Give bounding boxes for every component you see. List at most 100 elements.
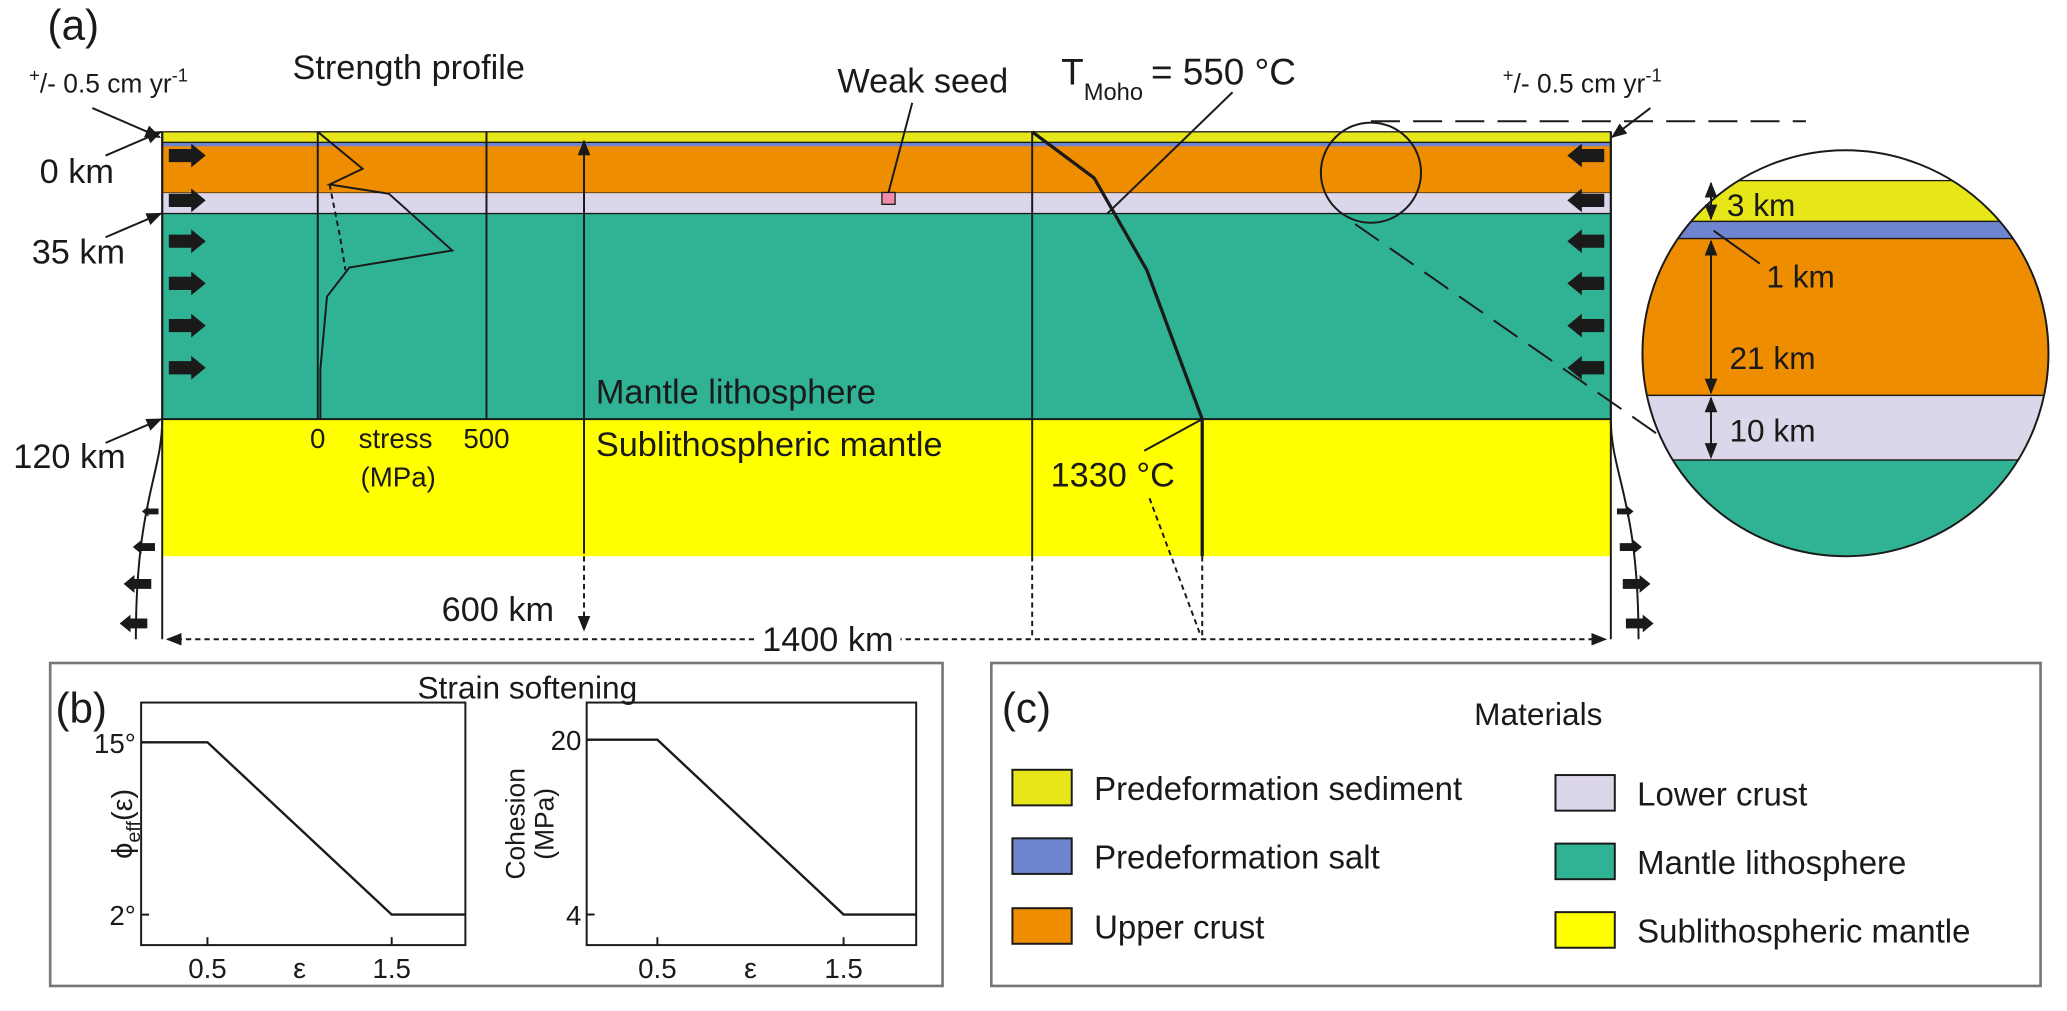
legend-swatch: [1554, 842, 1616, 881]
legend-swatch: [1011, 768, 1073, 807]
depth-label: 0 km: [40, 153, 114, 191]
base-temperature: 1330 °C: [1051, 456, 1175, 494]
weak-seed: [881, 191, 896, 205]
text: /- 0.5 cm yr: [1514, 68, 1646, 98]
velocity-pointer-right: [1610, 107, 1651, 139]
strength-profile-dashed: [328, 184, 347, 271]
inset: [1641, 149, 2050, 558]
inset-label: 21 km: [1729, 340, 1815, 376]
strength-label: Strength profile: [293, 49, 525, 87]
layer-label: Mantle lithosphere: [596, 373, 876, 411]
label-bg: [755, 622, 901, 657]
velocity-label: +/- 0.5 cm yr-1: [29, 65, 188, 99]
inset-label: 3 km: [1727, 187, 1796, 223]
inset-salt: [1642, 220, 2049, 240]
sup: -1: [172, 65, 188, 86]
y-tick-label: 2°: [109, 900, 135, 931]
width-extent: 1400 km: [762, 621, 893, 659]
inset-label: 10 km: [1729, 413, 1815, 449]
velocity-arrow: [168, 313, 206, 338]
x-axis-label: ε: [744, 953, 757, 985]
velocity-arrow: [1567, 355, 1605, 380]
velocity-arrow: [1567, 143, 1605, 168]
y-axis-label: ϕeff(ε): [107, 789, 145, 859]
velocity-arrow: [168, 229, 206, 254]
velocity-arrow: [1625, 614, 1654, 633]
legend-label: Sublithospheric mantle: [1637, 912, 1970, 949]
model-domain: [91, 91, 1806, 646]
zoom-circle: [1319, 121, 1423, 224]
seed-leader: [887, 102, 914, 193]
depth-pointer-35: [105, 212, 163, 239]
velocity-arrow: [1616, 506, 1634, 517]
panel-title: Strain softening: [417, 670, 637, 706]
salt-leader: [1713, 229, 1761, 265]
velocity-arrow: [1567, 313, 1605, 338]
panel-label: (c): [1002, 684, 1051, 731]
y-tick-label: 20: [551, 725, 582, 756]
depth-pointer-0: [105, 130, 163, 157]
boundary-arrows: [119, 143, 1654, 633]
inset-circle: [1641, 149, 2050, 558]
y-tick-label: 4: [566, 900, 581, 931]
y-tick-label: 15°: [94, 728, 136, 759]
velocity-arrow: [1567, 271, 1605, 296]
inset-lower-crust: [1642, 394, 2049, 461]
x-tick-label: 1.5: [372, 953, 410, 984]
text: (ε): [107, 789, 139, 821]
depth-label: 35 km: [32, 234, 125, 272]
depth-extent: 600 km: [442, 591, 554, 629]
stress-tick: 0: [310, 423, 325, 454]
x-axis-label: ε: [293, 953, 306, 985]
inset-label: 1 km: [1766, 258, 1835, 294]
velocity-arrow: [1567, 229, 1605, 254]
legend-swatch: [1011, 837, 1073, 875]
sup: +: [29, 65, 40, 86]
velocity-arrow: [1567, 188, 1605, 213]
legend-label: Upper crust: [1094, 909, 1264, 946]
panel-label: (b): [55, 684, 107, 731]
layer-label: Sublithospheric mantle: [596, 426, 943, 464]
strength-profile-curve: [317, 131, 455, 420]
panel-label: (a): [48, 2, 100, 49]
stress-tick: 500: [463, 423, 509, 454]
base-leader: [1143, 418, 1203, 452]
text: ϕ: [107, 843, 139, 859]
legend-swatch: [1011, 907, 1073, 945]
sup: +: [1503, 65, 1514, 86]
velocity-arrow: [1619, 539, 1642, 555]
zoom-line-bottom: [1354, 223, 1702, 465]
plot-frame: [585, 701, 918, 947]
velocity-arrow: [1622, 575, 1651, 593]
velocity-arrow: [168, 271, 206, 296]
geotherm: [1031, 130, 1204, 557]
moho-label: TMoho = 550 °C: [1061, 51, 1296, 106]
mantle-lithosphere-layer: [162, 213, 1611, 420]
text: /- 0.5 cm yr: [40, 68, 172, 98]
moho-leader: [1106, 91, 1234, 215]
inset-upper-crust: [1642, 237, 2049, 397]
sublithospheric-layer: [162, 419, 1611, 557]
sup: -1: [1645, 65, 1661, 86]
upper-crust-layer: [162, 144, 1611, 193]
velocity-pointer-left: [91, 107, 162, 138]
text: T: [1061, 51, 1084, 92]
plot-frame: [140, 701, 467, 947]
y-axis-label: Cohesion: [501, 768, 531, 879]
legend-swatch: [1554, 911, 1616, 949]
inset-mantle: [1642, 459, 2049, 557]
seed-label: Weak seed: [837, 62, 1008, 100]
velocity-arrow: [168, 143, 206, 168]
stress-label: (MPa): [361, 461, 436, 492]
velocity-arrow: [141, 506, 159, 517]
velocity-label: +/- 0.5 cm yr-1: [1503, 65, 1662, 99]
legend-swatch: [1554, 774, 1616, 812]
right-velocity-profile: [1609, 131, 1640, 640]
x-tick-label: 1.5: [824, 953, 862, 984]
x-tick-label: 0.5: [188, 953, 226, 984]
velocity-arrow: [119, 614, 148, 633]
sediment-layer: [161, 131, 1612, 144]
velocity-arrow: [132, 539, 155, 555]
sub: eff: [123, 821, 145, 843]
